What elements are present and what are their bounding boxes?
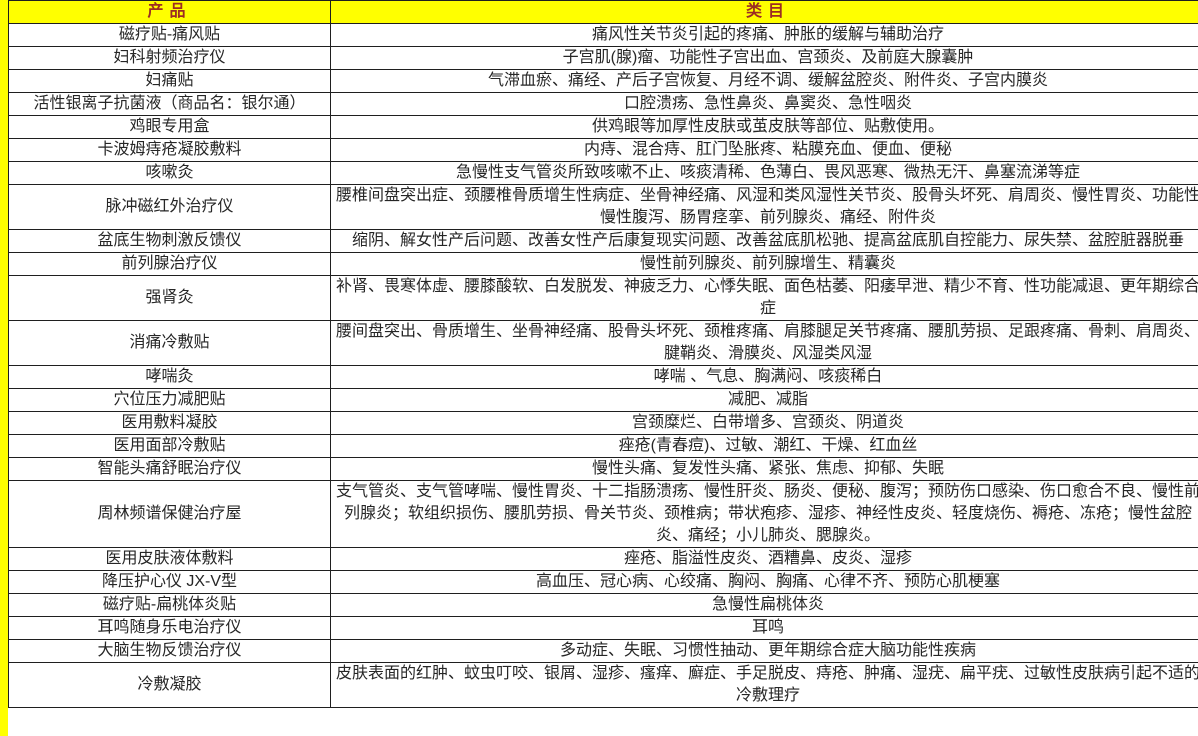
category-cell[interactable]: 痤疮、脂溢性皮炎、酒糟鼻、皮炎、湿疹	[330, 547, 1198, 571]
category-cell[interactable]: 口腔溃疡、急性鼻炎、鼻窦炎、急性咽炎	[330, 92, 1198, 116]
table-row: 咳嗽灸 急慢性支气管炎所致咳嗽不止、咳痰清稀、色薄白、畏风恶寒、微热无汗、鼻塞流…	[8, 161, 1198, 185]
left-yellow-strip	[0, 0, 8, 736]
category-cell[interactable]: 高血压、冠心病、心绞痛、胸闷、胸痛、心律不齐、预防心肌梗塞	[330, 570, 1198, 594]
category-cell[interactable]: 腰椎间盘突出症、颈腰椎骨质增生性病症、坐骨神经痛、风湿和类风湿性关节炎、股骨头坏…	[330, 184, 1198, 230]
category-cell[interactable]: 供鸡眼等加厚性皮肤或茧皮肤等部位、贴敷使用。	[330, 115, 1198, 139]
table-row: 卡波姆痔疮凝胶敷料 内痔、混合痔、肛门坠胀疼、粘膜充血、便血、便秘	[8, 138, 1198, 162]
table-row: 冷敷凝胶 皮肤表面的红肿、蚊虫叮咬、银屑、湿疹、瘙痒、廯症、手足脱皮、痔疮、肿痛…	[8, 662, 1198, 708]
product-cell[interactable]: 前列腺治疗仪	[8, 252, 331, 276]
product-cell[interactable]: 磁疗贴-扁桃体炎贴	[8, 593, 331, 617]
category-cell[interactable]: 痤疮(青春痘)、过敏、潮红、干燥、红血丝	[330, 434, 1198, 458]
products-table: 产品 类目 磁疗贴-痛风贴 痛风性关节炎引起的疼痛、肿胀的缓解与辅助治疗 妇科射…	[8, 0, 1198, 708]
table-row: 强肾灸 补肾、畏寒体虚、腰膝酸软、白发脱发、神疲乏力、心悸失眠、面色枯萎、阳痿早…	[8, 275, 1198, 321]
table-row: 盆底生物刺激反馈仪 缩阴、解女性产后问题、改善女性产后康复现实问题、改善盆底肌松…	[8, 229, 1198, 253]
product-cell[interactable]: 智能头痛舒眠治疗仪	[8, 457, 331, 481]
table-row: 前列腺治疗仪 慢性前列腺炎、前列腺增生、精囊炎	[8, 252, 1198, 276]
table-row: 智能头痛舒眠治疗仪 慢性头痛、复发性头痛、紧张、焦虑、抑郁、失眠	[8, 457, 1198, 481]
category-cell[interactable]: 急慢性扁桃体炎	[330, 593, 1198, 617]
product-cell[interactable]: 医用面部冷敷贴	[8, 434, 331, 458]
table-body: 磁疗贴-痛风贴 痛风性关节炎引起的疼痛、肿胀的缓解与辅助治疗 妇科射频治疗仪 子…	[8, 23, 1198, 708]
table-row: 周林频谱保健治疗屋 支气管炎、支气管哮喘、慢性胃炎、十二指肠溃疡、慢性肝炎、肠炎…	[8, 480, 1198, 548]
category-cell[interactable]: 慢性前列腺炎、前列腺增生、精囊炎	[330, 252, 1198, 276]
category-cell[interactable]: 减肥、减脂	[330, 388, 1198, 412]
product-cell[interactable]: 咳嗽灸	[8, 161, 331, 185]
product-cell[interactable]: 消痛冷敷贴	[8, 320, 331, 366]
category-cell[interactable]: 宫颈糜烂、白带增多、宫颈炎、阴道炎	[330, 411, 1198, 435]
table-row: 大脑生物反馈治疗仪 多动症、失眠、习惯性抽动、更年期综合症大脑功能性疾病	[8, 639, 1198, 663]
header-category-cell[interactable]: 类目	[330, 0, 1198, 24]
category-cell[interactable]: 缩阴、解女性产后问题、改善女性产后康复现实问题、改善盆底肌松驰、提高盆底肌自控能…	[330, 229, 1198, 253]
product-cell[interactable]: 穴位压力减肥贴	[8, 388, 331, 412]
table-row: 耳鸣随身乐电治疗仪 耳鸣	[8, 616, 1198, 640]
category-cell[interactable]: 急慢性支气管炎所致咳嗽不止、咳痰清稀、色薄白、畏风恶寒、微热无汗、鼻塞流涕等症	[330, 161, 1198, 185]
table-row: 消痛冷敷贴 腰间盘突出、骨质增生、坐骨神经痛、股骨头坏死、颈椎疼痛、肩膝腿足关节…	[8, 320, 1198, 366]
category-cell[interactable]: 补肾、畏寒体虚、腰膝酸软、白发脱发、神疲乏力、心悸失眠、面色枯萎、阳痿早泄、精少…	[330, 275, 1198, 321]
header-row: 产品 类目	[8, 0, 1198, 24]
product-cell[interactable]: 医用敷料凝胶	[8, 411, 331, 435]
category-cell[interactable]: 哮喘 、气息、胸满闷、咳痰稀白	[330, 365, 1198, 389]
product-cell[interactable]: 盆底生物刺激反馈仪	[8, 229, 331, 253]
category-cell[interactable]: 腰间盘突出、骨质增生、坐骨神经痛、股骨头坏死、颈椎疼痛、肩膝腿足关节疼痛、腰肌劳…	[330, 320, 1198, 366]
category-cell[interactable]: 痛风性关节炎引起的疼痛、肿胀的缓解与辅助治疗	[330, 23, 1198, 47]
product-cell[interactable]: 哮喘灸	[8, 365, 331, 389]
table-row: 降压护心仪 JX-V型 高血压、冠心病、心绞痛、胸闷、胸痛、心律不齐、预防心肌梗…	[8, 570, 1198, 594]
table-row: 活性银离子抗菌液（商品名：银尔通） 口腔溃疡、急性鼻炎、鼻窦炎、急性咽炎	[8, 92, 1198, 116]
product-cell[interactable]: 妇痛贴	[8, 69, 331, 93]
table-row: 鸡眼专用盒 供鸡眼等加厚性皮肤或茧皮肤等部位、贴敷使用。	[8, 115, 1198, 139]
product-cell[interactable]: 鸡眼专用盒	[8, 115, 331, 139]
table-row: 医用皮肤液体敷料 痤疮、脂溢性皮炎、酒糟鼻、皮炎、湿疹	[8, 547, 1198, 571]
product-cell[interactable]: 冷敷凝胶	[8, 662, 331, 708]
category-cell[interactable]: 子宫肌(腺)瘤、功能性子宫出血、宫颈炎、及前庭大腺囊肿	[330, 46, 1198, 70]
table-row: 哮喘灸 哮喘 、气息、胸满闷、咳痰稀白	[8, 365, 1198, 389]
table-row: 磁疗贴-痛风贴 痛风性关节炎引起的疼痛、肿胀的缓解与辅助治疗	[8, 23, 1198, 47]
product-cell[interactable]: 强肾灸	[8, 275, 331, 321]
product-cell[interactable]: 医用皮肤液体敷料	[8, 547, 331, 571]
header-product-cell[interactable]: 产品	[8, 0, 331, 24]
table-row: 脉冲磁红外治疗仪 腰椎间盘突出症、颈腰椎骨质增生性病症、坐骨神经痛、风湿和类风湿…	[8, 184, 1198, 230]
table-row: 妇痛贴 气滞血瘀、痛经、产后子宫恢复、月经不调、缓解盆腔炎、附件炎、子宫内膜炎	[8, 69, 1198, 93]
table-row: 医用面部冷敷贴 痤疮(青春痘)、过敏、潮红、干燥、红血丝	[8, 434, 1198, 458]
category-cell[interactable]: 支气管炎、支气管哮喘、慢性胃炎、十二指肠溃疡、慢性肝炎、肠炎、便秘、腹泻；预防伤…	[330, 480, 1198, 548]
product-cell[interactable]: 脉冲磁红外治疗仪	[8, 184, 331, 230]
table-row: 穴位压力减肥贴 减肥、减脂	[8, 388, 1198, 412]
product-cell[interactable]: 周林频谱保健治疗屋	[8, 480, 331, 548]
product-cell[interactable]: 磁疗贴-痛风贴	[8, 23, 331, 47]
product-cell[interactable]: 耳鸣随身乐电治疗仪	[8, 616, 331, 640]
table-row: 妇科射频治疗仪 子宫肌(腺)瘤、功能性子宫出血、宫颈炎、及前庭大腺囊肿	[8, 46, 1198, 70]
table-row: 医用敷料凝胶 宫颈糜烂、白带增多、宫颈炎、阴道炎	[8, 411, 1198, 435]
category-cell[interactable]: 皮肤表面的红肿、蚊虫叮咬、银屑、湿疹、瘙痒、廯症、手足脱皮、痔疮、肿痛、湿疣、扁…	[330, 662, 1198, 708]
product-cell[interactable]: 降压护心仪 JX-V型	[8, 570, 331, 594]
category-cell[interactable]: 耳鸣	[330, 616, 1198, 640]
table-row: 磁疗贴-扁桃体炎贴 急慢性扁桃体炎	[8, 593, 1198, 617]
category-cell[interactable]: 慢性头痛、复发性头痛、紧张、焦虑、抑郁、失眠	[330, 457, 1198, 481]
category-cell[interactable]: 内痔、混合痔、肛门坠胀疼、粘膜充血、便血、便秘	[330, 138, 1198, 162]
product-cell[interactable]: 卡波姆痔疮凝胶敷料	[8, 138, 331, 162]
category-cell[interactable]: 气滞血瘀、痛经、产后子宫恢复、月经不调、缓解盆腔炎、附件炎、子宫内膜炎	[330, 69, 1198, 93]
category-cell[interactable]: 多动症、失眠、习惯性抽动、更年期综合症大脑功能性疾病	[330, 639, 1198, 663]
product-cell[interactable]: 妇科射频治疗仪	[8, 46, 331, 70]
product-cell[interactable]: 活性银离子抗菌液（商品名：银尔通）	[8, 92, 331, 116]
product-cell[interactable]: 大脑生物反馈治疗仪	[8, 639, 331, 663]
